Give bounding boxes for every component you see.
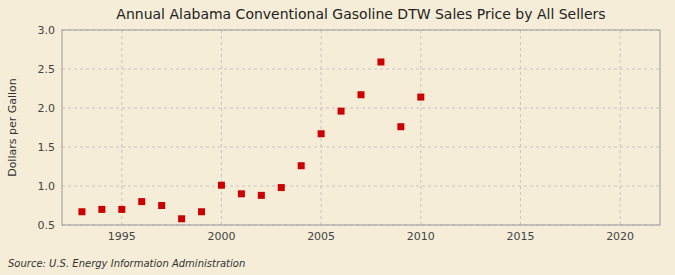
y-axis-label: Dollars per Gallon (6, 78, 19, 177)
point (258, 192, 265, 199)
y-tick-label: 3.0 (38, 24, 56, 37)
chart: 1995 2000 2005 2010 2015 2020 0.5 1.0 1.5 2.0 2.5 3… (0, 0, 675, 275)
point (417, 94, 424, 101)
point (278, 184, 285, 191)
point (377, 58, 384, 65)
y-tick-label: 2.5 (38, 63, 56, 76)
grid (62, 30, 660, 225)
x-tick-label: 2020 (606, 230, 634, 243)
x-grid-line (321, 30, 322, 225)
point (98, 206, 105, 213)
x-grid-line (620, 30, 621, 225)
plot-frame (62, 30, 660, 225)
title: Annual Alabama Conventional Gasoline DTW… (116, 6, 605, 22)
y-grid-line (62, 69, 660, 70)
point (138, 198, 145, 205)
plot-area (62, 30, 660, 225)
x-tick-label: 2015 (506, 230, 534, 243)
point (178, 215, 185, 222)
marks (78, 58, 424, 222)
point (78, 208, 85, 215)
point (218, 182, 225, 189)
y-tick-label: 2.0 (38, 102, 56, 115)
point (397, 123, 404, 130)
x-tick-label: 1995 (108, 230, 136, 243)
point (198, 208, 205, 215)
x-tick-label: 2005 (307, 230, 335, 243)
x-tick-label: 2000 (207, 230, 235, 243)
point (358, 91, 365, 98)
x-grid-line (121, 30, 122, 225)
x-tick-label: 2010 (407, 230, 435, 243)
point (238, 190, 245, 197)
y-tick-label: 0.5 (38, 219, 56, 232)
x-grid-line (221, 30, 222, 225)
point (158, 202, 165, 209)
chart-container: 1995 2000 2005 2010 2015 2020 0.5 1.0 1.5 2.0 2.5 3… (0, 0, 675, 275)
y-grid-line (62, 186, 660, 187)
point (318, 130, 325, 137)
point (338, 108, 345, 115)
y-grid-line (62, 108, 660, 109)
point (298, 162, 305, 169)
y-grid-line (62, 147, 660, 148)
x-grid-line (420, 30, 421, 225)
point (118, 206, 125, 213)
x-grid-line (520, 30, 521, 225)
y-tick-label: 1.0 (38, 180, 56, 193)
y-tick-label: 1.5 (38, 141, 56, 154)
source-note: Source: U.S. Energy Information Administ… (8, 258, 245, 269)
